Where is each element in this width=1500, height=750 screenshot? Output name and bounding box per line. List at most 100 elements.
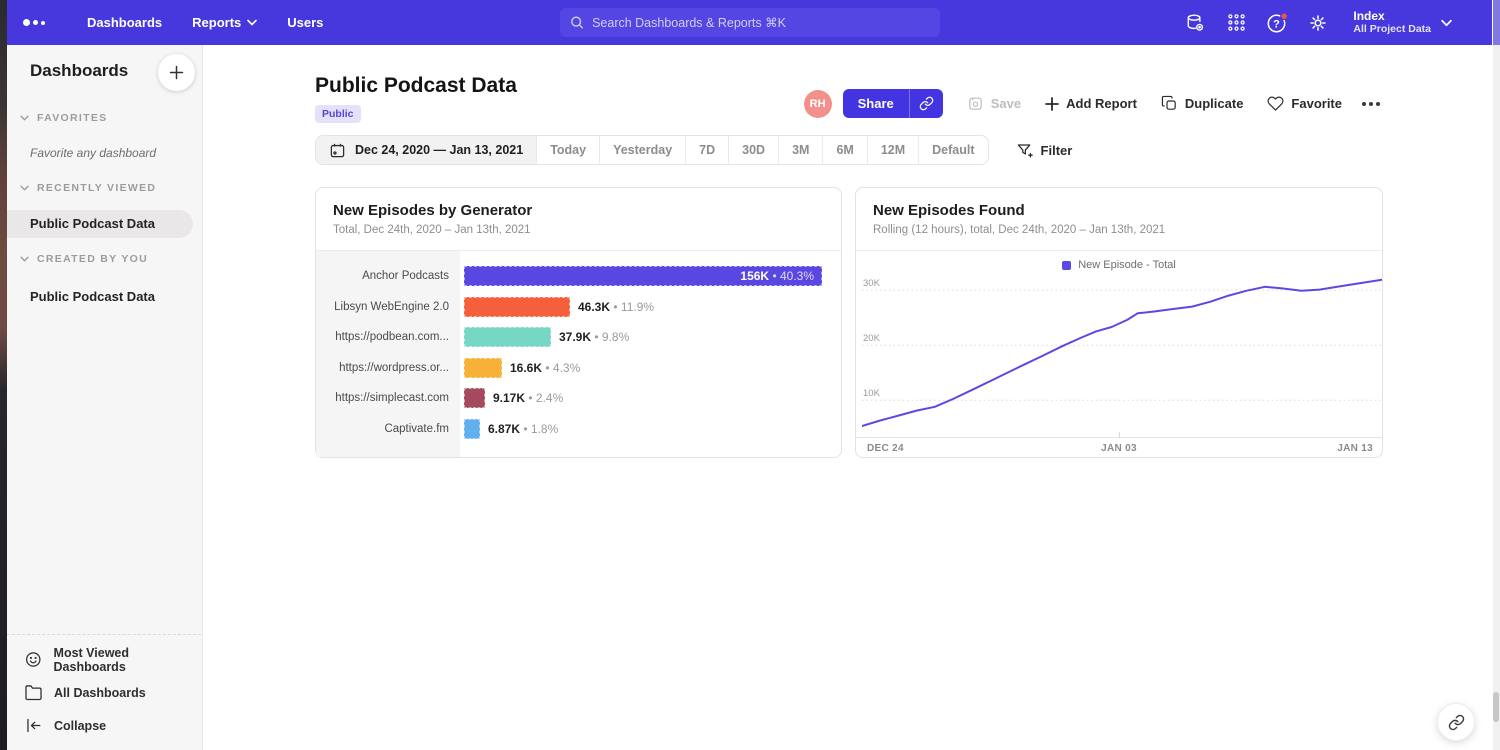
workspace-scope: All Project Data xyxy=(1353,23,1431,36)
bar-category: Anchor Podcasts xyxy=(316,270,462,282)
preset-12m[interactable]: 12M xyxy=(867,136,918,164)
preset-yesterday[interactable]: Yesterday xyxy=(599,136,685,164)
scrollbar-thumb[interactable] xyxy=(1493,692,1499,722)
filter-button[interactable]: Filter xyxy=(1016,142,1073,159)
sidebar-item-recent-dashboard[interactable]: Public Podcast Data xyxy=(7,210,193,238)
copy-link-button[interactable] xyxy=(909,89,943,118)
page-scrollbar[interactable] xyxy=(1492,0,1500,750)
visibility-badge: Public xyxy=(315,105,361,123)
sidebar-title: Dashboards xyxy=(30,61,128,81)
nav-reports[interactable]: Reports xyxy=(192,15,257,30)
chevron-down-icon xyxy=(20,185,29,191)
preset-3m[interactable]: 3M xyxy=(778,136,822,164)
dashboard-actions: RH Share Save Add Report Duplicate Favor… xyxy=(804,89,1380,118)
favorites-empty-hint: Favorite any dashboard xyxy=(30,146,156,160)
help-icon[interactable]: ? xyxy=(1265,11,1289,35)
preset-30d[interactable]: 30D xyxy=(728,136,778,164)
section-recently-viewed[interactable]: RECENTLY VIEWED xyxy=(20,182,156,194)
app-logo-icon[interactable] xyxy=(23,19,57,26)
all-dashboards-button[interactable]: All Dashboards xyxy=(7,676,201,709)
share-button[interactable]: Share xyxy=(843,89,909,118)
chart-subtitle: Total, Dec 24th, 2020 – Jan 13th, 2021 xyxy=(333,224,824,236)
save-button[interactable]: Save xyxy=(967,95,1021,112)
bar[interactable]: 156K • 40.3% xyxy=(464,266,822,286)
link-icon xyxy=(1448,714,1465,731)
chart-title: New Episodes Found xyxy=(873,202,1365,219)
svg-text:20K: 20K xyxy=(863,333,881,344)
chevron-down-icon xyxy=(20,115,29,121)
chevron-down-icon xyxy=(20,256,29,262)
link-icon xyxy=(919,96,934,111)
legend-label: New Episode - Total xyxy=(1078,259,1176,271)
search-input[interactable] xyxy=(592,16,930,30)
sidebar-footer: Most Viewed Dashboards All Dashboards Co… xyxy=(7,634,201,750)
section-created-by-you[interactable]: CREATED BY YOU xyxy=(20,253,148,265)
notification-dot xyxy=(1281,12,1288,19)
more-options-button[interactable] xyxy=(1362,102,1380,106)
favorite-button[interactable]: Favorite xyxy=(1267,95,1342,112)
bar-category: Libsyn WebEngine 2.0 xyxy=(316,301,462,313)
smiley-icon xyxy=(24,650,43,669)
collapse-icon xyxy=(24,716,43,735)
preset-today[interactable]: Today xyxy=(536,136,599,164)
bar-row: https://simplecast.com 9.17K • 2.4% xyxy=(316,383,841,414)
settings-gear-icon[interactable] xyxy=(1306,11,1330,35)
line-chart[interactable]: 10K 20K 30K xyxy=(862,272,1382,437)
duplicate-button[interactable]: Duplicate xyxy=(1161,95,1244,112)
add-dashboard-button[interactable] xyxy=(158,54,195,91)
data-settings-icon[interactable] xyxy=(1183,11,1207,35)
svg-text:10K: 10K xyxy=(863,388,881,399)
add-report-button[interactable]: Add Report xyxy=(1045,96,1137,111)
filter-plus-icon xyxy=(1016,142,1033,159)
floating-copy-link-button[interactable] xyxy=(1437,703,1475,741)
x-tick: DEC 24 xyxy=(867,443,904,454)
plus-icon xyxy=(1045,97,1059,111)
avatar[interactable]: RH xyxy=(804,90,832,118)
preset-7d[interactable]: 7D xyxy=(685,136,728,164)
bar[interactable] xyxy=(464,388,485,408)
bar-category: https://podbean.com... xyxy=(316,331,462,343)
chart-subtitle: Rolling (12 hours), total, Dec 24th, 202… xyxy=(873,224,1365,236)
bar[interactable] xyxy=(464,297,570,317)
apps-grid-icon[interactable] xyxy=(1224,11,1248,35)
nav-dashboards[interactable]: Dashboards xyxy=(87,15,162,30)
bar-row: https://podbean.com... 37.9K • 9.8% xyxy=(316,322,841,353)
collapse-sidebar-button[interactable]: Collapse xyxy=(7,709,201,742)
chevron-down-icon xyxy=(247,19,257,26)
x-tick: JAN 13 xyxy=(1337,443,1373,454)
bar[interactable] xyxy=(464,327,551,347)
bar[interactable] xyxy=(464,419,480,439)
search-icon xyxy=(570,15,584,30)
workspace-name: Index xyxy=(1353,9,1431,23)
legend-swatch xyxy=(1062,261,1071,270)
preset-default[interactable]: Default xyxy=(918,136,987,164)
page-title: Public Podcast Data xyxy=(315,74,517,98)
copy-icon xyxy=(1161,95,1178,112)
chart-legend[interactable]: New Episode - Total xyxy=(856,251,1382,271)
date-range-control: Dec 24, 2020 — Jan 13, 2021 Today Yester… xyxy=(315,135,989,165)
svg-text:?: ? xyxy=(1274,18,1281,30)
main-content: Public Podcast Data Public RH Share Save… xyxy=(203,45,1492,750)
folder-icon xyxy=(24,683,43,702)
svg-text:30K: 30K xyxy=(863,278,881,289)
chevron-down-icon xyxy=(1441,19,1452,27)
global-search[interactable] xyxy=(560,8,940,37)
section-favorites[interactable]: FAVORITES xyxy=(20,112,107,124)
bar-row: Libsyn WebEngine 2.0 46.3K • 11.9% xyxy=(316,292,841,323)
sidebar: Dashboards FAVORITES Favorite any dashbo… xyxy=(7,45,203,750)
calendar-icon xyxy=(329,142,346,159)
heart-icon xyxy=(1267,95,1284,112)
preset-6m[interactable]: 6M xyxy=(822,136,866,164)
most-viewed-dashboards-button[interactable]: Most Viewed Dashboards xyxy=(7,643,201,676)
bar-category: https://wordpress.or... xyxy=(316,362,462,374)
date-range-button[interactable]: Dec 24, 2020 — Jan 13, 2021 xyxy=(316,136,536,164)
background-window-edge xyxy=(0,0,7,750)
bar[interactable] xyxy=(464,358,502,378)
card-new-episodes-found: New Episodes Found Rolling (12 hours), t… xyxy=(855,187,1383,458)
workspace-switcher[interactable]: Index All Project Data xyxy=(1353,9,1452,36)
chart-title: New Episodes by Generator xyxy=(333,202,824,219)
x-axis: DEC 24 JAN 03 JAN 13 xyxy=(856,437,1382,457)
top-navbar: Dashboards Reports Users xyxy=(7,0,1492,45)
sidebar-item-created-dashboard[interactable]: Public Podcast Data xyxy=(7,283,193,311)
nav-users[interactable]: Users xyxy=(287,15,323,30)
